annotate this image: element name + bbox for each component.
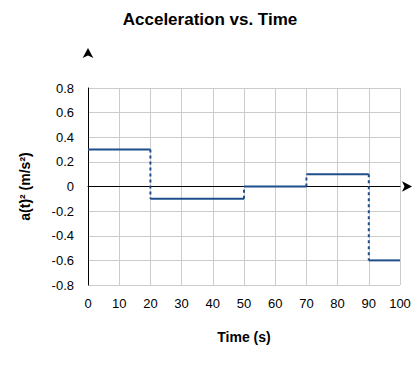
svg-text:0.4: 0.4 (56, 130, 74, 145)
svg-text:-0.8: -0.8 (52, 278, 74, 293)
svg-text:-0.4: -0.4 (52, 228, 74, 243)
svg-text:30: 30 (174, 296, 188, 311)
svg-text:0.8: 0.8 (56, 81, 74, 96)
svg-text:10: 10 (112, 296, 126, 311)
svg-text:50: 50 (237, 296, 251, 311)
svg-text:0.2: 0.2 (56, 154, 74, 169)
svg-text:Time (s): Time (s) (217, 329, 270, 345)
svg-text:-0.2: -0.2 (52, 204, 74, 219)
svg-text:70: 70 (299, 296, 313, 311)
svg-text:90: 90 (362, 296, 376, 311)
svg-text:0.6: 0.6 (56, 105, 74, 120)
svg-text:60: 60 (268, 296, 282, 311)
svg-text:0: 0 (67, 179, 74, 194)
svg-text:Acceleration vs. Time: Acceleration vs. Time (123, 10, 298, 29)
svg-text:100: 100 (389, 296, 411, 311)
svg-text:a(t)² (m/s²): a(t)² (m/s²) (17, 152, 33, 220)
svg-text:80: 80 (330, 296, 344, 311)
svg-text:20: 20 (143, 296, 157, 311)
svg-text:0: 0 (84, 296, 91, 311)
svg-text:-0.6: -0.6 (52, 253, 74, 268)
svg-text:40: 40 (206, 296, 220, 311)
